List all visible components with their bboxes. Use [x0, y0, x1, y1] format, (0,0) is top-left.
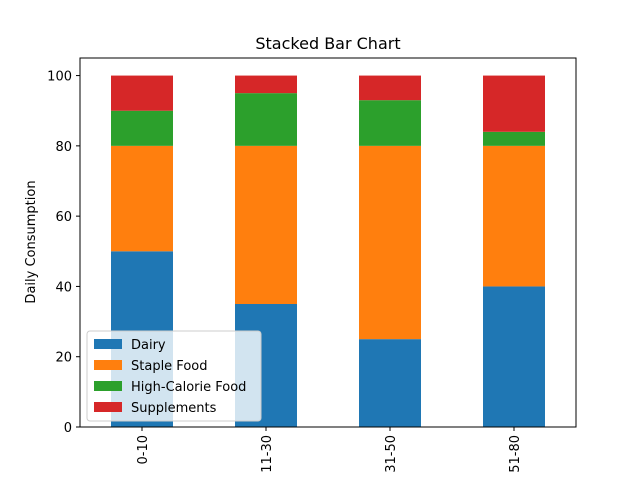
bar-segment-11-30-series-1: [235, 145, 297, 304]
legend-entry-label: Staple Food: [131, 359, 207, 374]
y-tick-label: 40: [55, 280, 72, 295]
y-tick-label: 80: [55, 140, 72, 155]
plot-frame: [79, 57, 577, 428]
bar-segment-51-80-series-2: [483, 131, 545, 146]
legend-entry-label: High-Calorie Food: [131, 380, 246, 395]
y-axis-title: Daily Consumption: [24, 180, 39, 303]
x-tick-label: 31-50: [384, 435, 399, 473]
bar-segment-51-80-series-1: [483, 145, 545, 287]
x-tick-label: 11-30: [260, 435, 275, 473]
bar-segment-0-10-series-1: [111, 145, 173, 252]
y-tick-label: 60: [55, 210, 72, 225]
bar-segment-31-50-series-1: [359, 145, 421, 340]
bar-segment-51-80-series-0: [483, 286, 545, 427]
legend-swatch: [94, 402, 122, 412]
bar-segment-31-50-series-3: [359, 75, 421, 101]
bar-segment-31-50-series-0: [359, 339, 421, 427]
bar-segment-0-10-series-2: [111, 110, 173, 146]
legend-swatch: [94, 339, 122, 349]
bar-segment-11-30-series-2: [235, 93, 297, 146]
legend-swatch: [94, 360, 122, 370]
y-tick-label: 20: [55, 351, 72, 366]
legend-entry-label: Dairy: [131, 338, 166, 353]
legend: Dairy Staple Food High-Calorie Food Supplem…: [86, 330, 262, 422]
legend-swatch: [94, 381, 122, 391]
bar-segment-51-80-series-3: [483, 75, 545, 132]
x-tick-label: 51-80: [508, 435, 523, 473]
x-tick-label: 0-10: [136, 435, 151, 465]
chart-title: Stacked Bar Chart: [255, 34, 400, 53]
bar-segment-0-10-series-3: [111, 75, 173, 111]
legend-entry-label: Supplements: [131, 401, 217, 416]
y-tick-label: 100: [47, 70, 72, 85]
axes-layer: 0 20 40 60 80 100 0-10 11-30 31-50 51-80: [47, 57, 577, 473]
legend-box: [86, 330, 262, 422]
y-tick-label: 0: [64, 421, 72, 436]
bar-segment-11-30-series-3: [235, 75, 297, 94]
bar-segment-31-50-series-2: [359, 100, 421, 146]
